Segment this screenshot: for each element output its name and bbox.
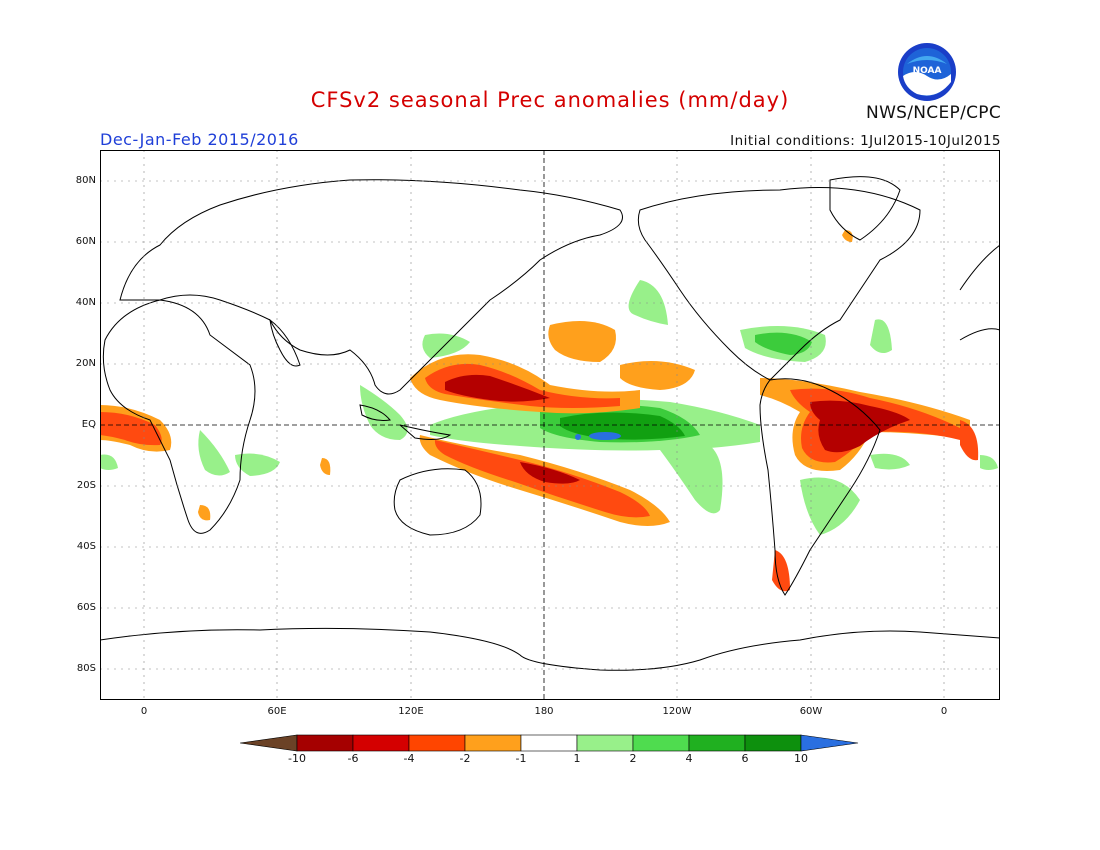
colorbar-swatch: [464, 734, 522, 752]
gridlines: [100, 150, 1000, 700]
lon-tick: 120W: [662, 706, 692, 717]
noaa-logo: NOAA: [898, 43, 956, 101]
colorbar-label: 1: [573, 752, 581, 765]
lat-tick: 60N: [75, 236, 96, 247]
agency-label: NWS/NCEP/CPC: [866, 103, 1001, 123]
colorbar-label: 4: [685, 752, 693, 765]
colorbar-label: -1: [515, 752, 527, 765]
coastlines: [100, 176, 1000, 671]
colorbar-label: 10: [794, 752, 808, 765]
wet-anomalies: [100, 280, 998, 535]
colorbar-swatch: [632, 734, 690, 752]
lon-tick: 180: [534, 706, 554, 717]
precip-anomaly-map: [100, 150, 1000, 700]
colorbar-swatch: [800, 734, 859, 752]
colorbar-swatch: [520, 734, 578, 752]
dry-anomalies: [100, 230, 979, 592]
colorbar-swatch: [744, 734, 802, 752]
lon-tick: 60W: [799, 706, 823, 717]
colorbar-swatch: [296, 734, 354, 752]
colorbar-label: 6: [741, 752, 749, 765]
colorbar-label: -2: [459, 752, 471, 765]
lat-tick: 20N: [75, 358, 96, 369]
lon-tick: 0: [140, 706, 148, 717]
colorbar-label: -10: [288, 752, 306, 765]
colorbar-swatch: [688, 734, 746, 752]
lat-tick: 60S: [76, 602, 96, 613]
colorbar: [240, 734, 859, 752]
lat-tick: 40N: [75, 297, 96, 308]
lat-tick: 20S: [76, 480, 96, 491]
lon-tick: 60E: [267, 706, 287, 717]
lat-tick: EQ: [81, 419, 96, 430]
colorbar-label: -6: [347, 752, 359, 765]
lon-tick: 120E: [398, 706, 424, 717]
lat-tick: 80N: [75, 175, 96, 186]
equator-dateline: [100, 150, 1000, 700]
colorbar-swatch: [240, 734, 298, 752]
initial-conditions-label: Initial conditions: 1Jul2015-10Jul2015: [730, 133, 1001, 149]
colorbar-swatch: [352, 734, 410, 752]
colorbar-label: 2: [629, 752, 637, 765]
colorbar-label: -4: [403, 752, 415, 765]
lat-tick: 80S: [76, 663, 96, 674]
colorbar-swatch: [576, 734, 634, 752]
colorbar-swatch: [408, 734, 466, 752]
season-label: Dec-Jan-Feb 2015/2016: [100, 130, 299, 149]
svg-text:NOAA: NOAA: [913, 66, 942, 76]
lon-tick: 0: [940, 706, 948, 717]
lat-tick: 40S: [76, 541, 96, 552]
chart-title: CFSv2 seasonal Prec anomalies (mm/day): [310, 88, 790, 112]
